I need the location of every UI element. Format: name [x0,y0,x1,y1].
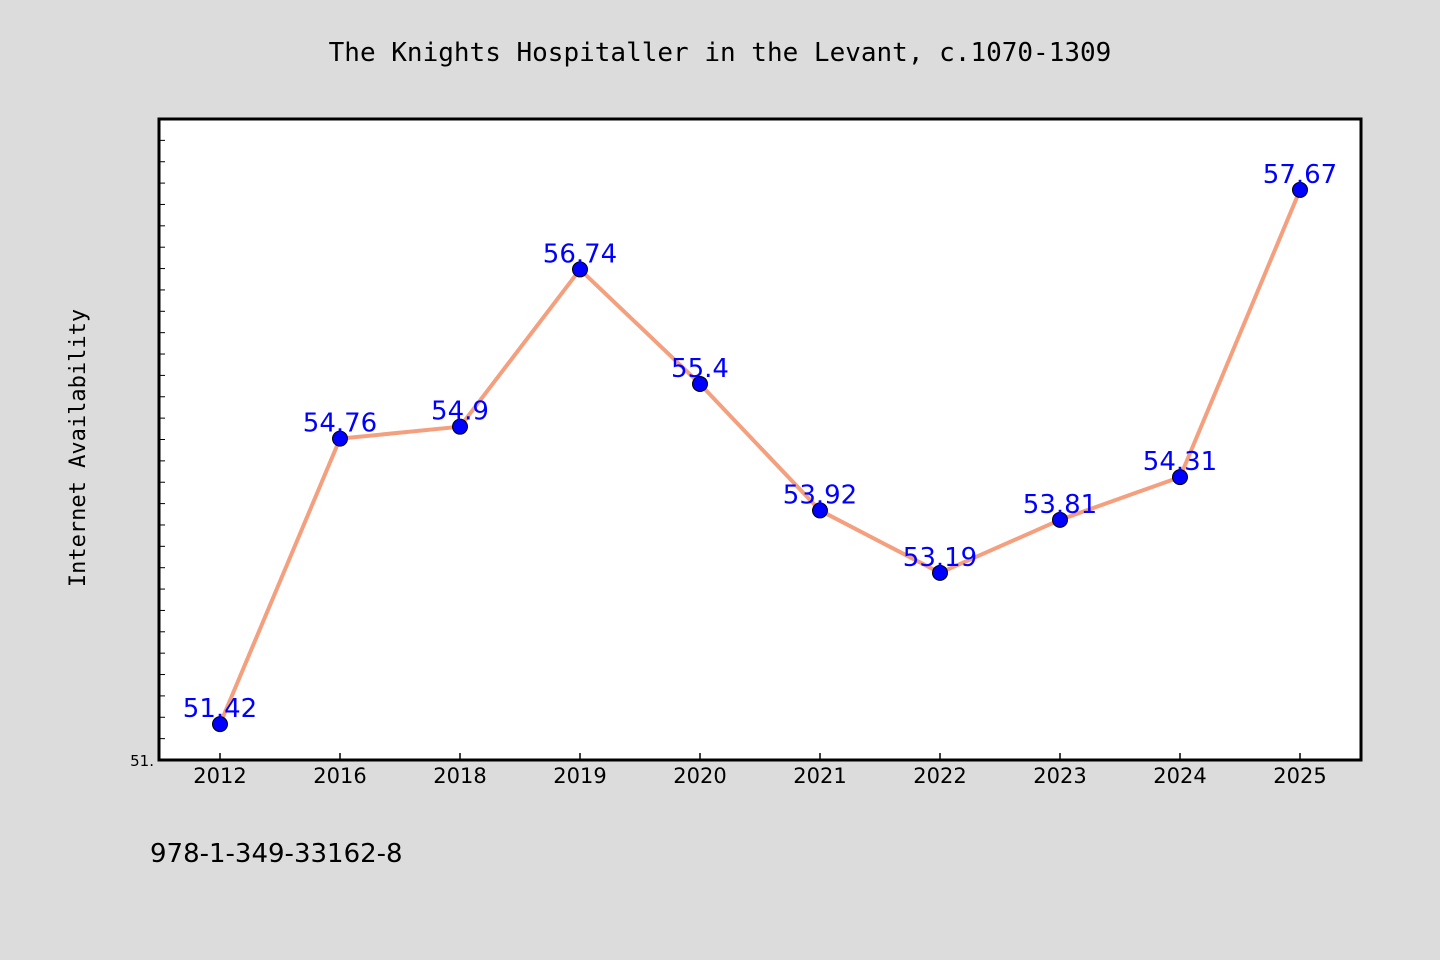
data-point [572,261,588,278]
data-label: 53.19 [903,543,977,573]
footnote-isbn: 978-1-349-33162-8 [150,839,403,869]
x-tick-label: 2023 [1033,764,1086,788]
y-tick-label: 51. [130,752,154,770]
x-tick-label: 2020 [673,764,726,788]
plot-area [157,117,1363,762]
y-minor-ticks [159,118,165,761]
data-point [1052,511,1068,528]
series-line [218,187,1302,727]
data-label: 55.4 [671,354,729,384]
x-tick-label: 2022 [913,764,966,788]
y-axis-label: Internet Availability [66,309,91,587]
chart-title: The Knights Hospitaller in the Levant, c… [329,38,1112,68]
x-tick-label: 2012 [193,764,246,788]
x-tick-label: 2018 [433,764,486,788]
data-label: 56.74 [543,239,617,269]
x-tick-label: 2025 [1273,764,1326,788]
x-tick-label: 2016 [313,764,366,788]
x-tick-label: 2024 [1153,764,1206,788]
data-label: 53.92 [783,480,857,510]
data-label: 57.67 [1263,160,1337,190]
data-label: 54.9 [431,397,489,427]
data-point [932,564,948,581]
data-point [452,418,468,435]
data-label: 54.31 [1143,447,1217,477]
data-label: 54.76 [303,409,377,439]
x-axis-ticks: 2012 2016 2018 2019 2020 2021 2022 2023 2024 2025 [193,753,1327,788]
data-point [1172,469,1188,486]
data-label: 51.42 [183,694,257,724]
data-point [332,430,348,447]
x-tick-label: 2019 [553,764,606,788]
data-point [692,375,708,392]
series-layer: 51.42 54.76 54.9 56.74 55.4 53.92 53.19 53.81 54… [183,160,1337,733]
x-tick-label: 2021 [793,764,846,788]
data-point [212,716,228,733]
data-label: 53.81 [1023,490,1097,520]
data-point [812,502,828,519]
data-point [1292,181,1308,198]
